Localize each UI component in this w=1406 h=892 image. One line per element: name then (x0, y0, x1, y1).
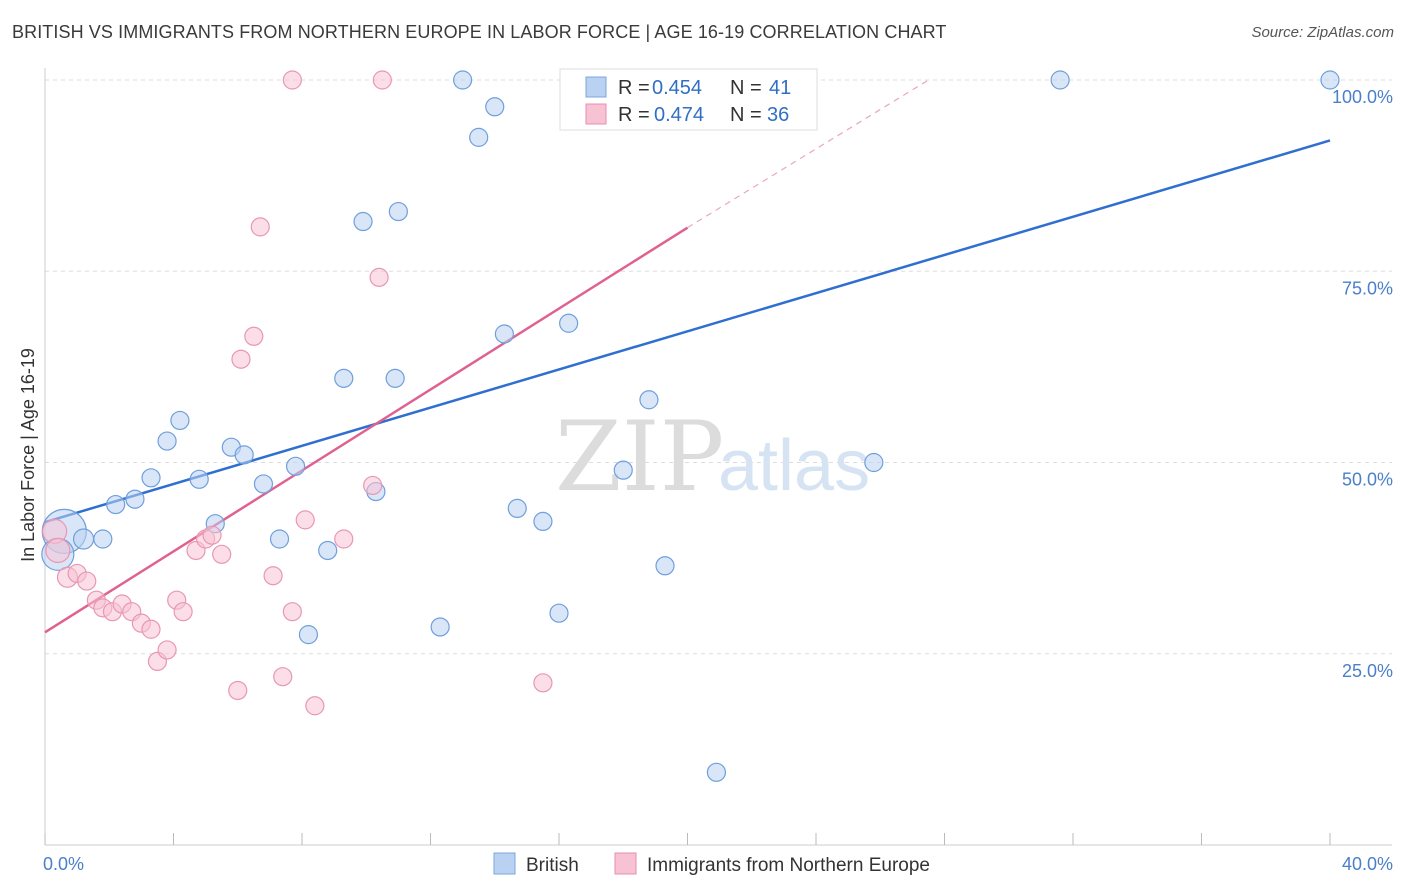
immigrants-point (228, 680, 248, 701)
british-point (639, 390, 659, 410)
legend-n-label-british: N = (730, 77, 762, 99)
y-tick-label-100: 100.0% (1332, 87, 1393, 107)
immigrants-point (45, 537, 71, 564)
british-point (334, 368, 354, 388)
legend-n-value-immigrants: 36 (767, 104, 789, 126)
british-point (453, 70, 473, 90)
immigrants-point (244, 326, 264, 346)
british-point (106, 494, 126, 515)
y-tick-label-75: 75.0% (1342, 278, 1393, 298)
legend-swatch-immigrants (585, 103, 607, 125)
british-point (507, 498, 527, 518)
british-point (269, 529, 290, 549)
british-point (613, 460, 633, 480)
immigrants-point (212, 544, 232, 564)
legend-n-label-immigrants: N = (730, 104, 762, 126)
british-point (72, 528, 95, 550)
x-tick-label-max: 40.0% (1342, 854, 1393, 874)
x-tick-label-min: 0.0% (43, 854, 84, 874)
y-axis-label: In Labor Force | Age 16-19 (18, 348, 38, 562)
data-points (41, 70, 1340, 782)
british-point (285, 456, 306, 476)
y-tick-labels: 25.0% 50.0% 75.0% 100.0% (1332, 87, 1393, 681)
legend-r-value-immigrants: 0.474 (654, 104, 704, 126)
legend-r-label-immigrants: R = (618, 104, 650, 126)
immigrants-point (77, 571, 97, 591)
chart-title: BRITISH VS IMMIGRANTS FROM NORTHERN EURO… (12, 22, 947, 42)
series-swatch-immigrants (614, 852, 637, 875)
legend-n-value-british: 41 (769, 77, 791, 99)
british-point (388, 201, 408, 222)
british-point (234, 445, 254, 465)
series-label-british: British (526, 855, 579, 876)
immigrants-point (173, 602, 193, 622)
british-trend-line (44, 139, 1331, 524)
british-point (494, 324, 514, 344)
british-point (655, 556, 675, 576)
watermark-atlas: atlas (718, 426, 870, 506)
british-point (706, 762, 727, 782)
british-point (353, 211, 373, 232)
legend-r-value-british: 0.454 (652, 77, 702, 99)
immigrants-point (231, 349, 251, 369)
british-point (157, 431, 177, 451)
immigrants-point (369, 267, 389, 287)
series-label-immigrants: Immigrants from Northern Europe (647, 855, 930, 876)
immigrants-point (273, 667, 293, 687)
british-point (253, 474, 274, 494)
british-point (533, 511, 553, 532)
british-point (559, 313, 579, 333)
immigrants-point (282, 70, 302, 90)
immigrants-point (263, 566, 283, 586)
axes (44, 68, 1392, 846)
x-tick-labels: 0.0% 40.0% (43, 854, 1393, 874)
british-point (469, 127, 489, 147)
legend-r-label-british: R = (618, 77, 650, 99)
y-tick-label-50: 50.0% (1342, 470, 1393, 490)
immigrants-point (282, 602, 302, 622)
immigrants-point (305, 696, 325, 716)
immigrants-point (295, 510, 315, 530)
immigrants-trend-line (44, 226, 689, 634)
immigrants-point (157, 640, 177, 660)
gridlines (45, 79, 1392, 655)
y-tick-label-25: 25.0% (1342, 661, 1393, 681)
series-legend: British Immigrants from Northern Europe (493, 852, 930, 876)
trend-lines (44, 79, 1331, 634)
watermark-zip: ZIP (555, 401, 724, 513)
british-point (549, 603, 569, 623)
source-label: Source: ZipAtlas.com (1251, 24, 1394, 41)
legend-swatch-british (585, 76, 607, 98)
british-point (125, 489, 145, 509)
british-point (1050, 70, 1070, 90)
stats-legend: R = 0.454 N = 41 R = 0.474 N = 36 (559, 68, 818, 131)
immigrants-point (250, 217, 270, 237)
british-point (141, 468, 161, 488)
british-point (430, 617, 450, 637)
british-point (385, 368, 405, 388)
british-point (864, 452, 884, 473)
british-point (298, 625, 319, 645)
series-swatch-british (493, 852, 516, 875)
british-point (1320, 70, 1340, 90)
immigrants-point (141, 619, 161, 639)
immigrants-point (363, 475, 383, 496)
immigrants-point (372, 70, 392, 90)
british-point (189, 469, 209, 489)
immigrants-point (533, 673, 553, 693)
british-point (318, 540, 338, 561)
immigrants-trend-extension (687, 79, 929, 229)
immigrants-point (334, 529, 354, 549)
british-point (93, 529, 113, 549)
immigrants-point (202, 525, 222, 545)
british-point (170, 410, 190, 431)
british-point (485, 97, 505, 117)
watermark: ZIP atlas (555, 401, 870, 513)
